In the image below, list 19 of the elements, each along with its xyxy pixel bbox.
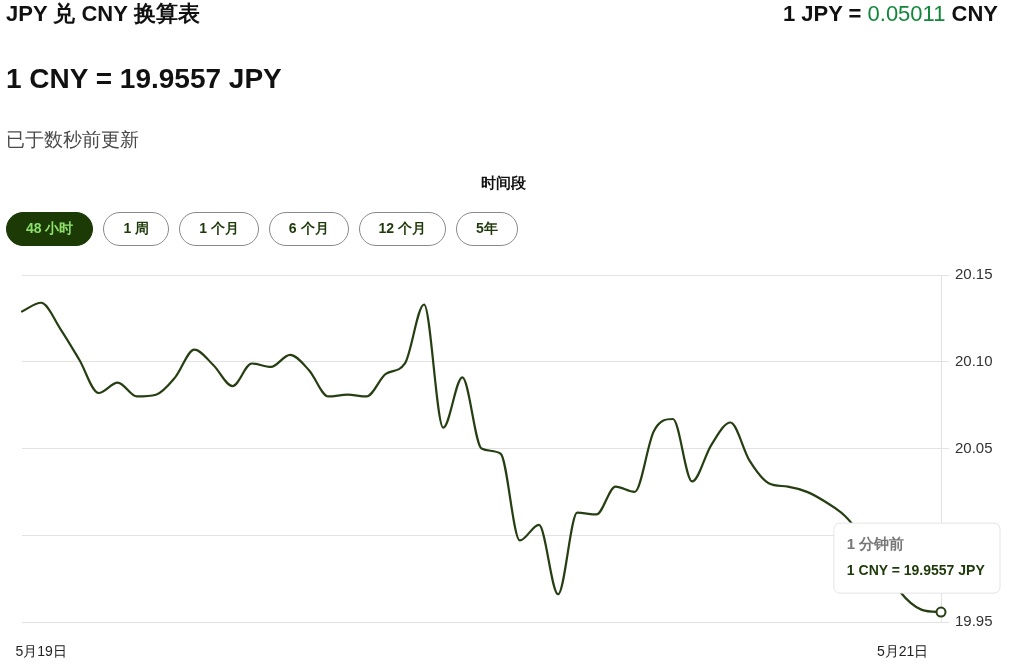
y-tick-label: 20.15 <box>955 265 993 283</box>
text: 1 JPY = 0.05011 CNY <box>782 1 998 26</box>
x-tick-label: 5月19日 <box>15 643 67 660</box>
chart-title: JPY 兑 CNY 换算表 <box>6 0 200 28</box>
y-tick-label: 20.10 <box>955 351 993 369</box>
time-range-button: 48 小时 <box>6 212 94 246</box>
annotation: 1 CNY = 19.9557 JPY <box>846 561 986 578</box>
chart-subtitle: 1 CNY = 19.9557 JPY <box>6 62 282 96</box>
text: 已于数秒前更新 <box>6 128 139 152</box>
time-range-button: 1 周 <box>103 212 170 246</box>
text: 时间段 <box>480 174 526 191</box>
y-tick-label: 20.05 <box>955 438 993 456</box>
time-range-button: 12 个月 <box>358 212 446 246</box>
time-range-button: 5年 <box>456 212 518 246</box>
time-range-button: 6 个月 <box>268 212 349 246</box>
x-tick-label: 5月21日 <box>877 643 929 660</box>
y-tick-label: 19.95 <box>955 612 993 630</box>
annotation: 1 分钟前 <box>846 535 905 553</box>
time-range-button: 1 个月 <box>179 212 259 246</box>
